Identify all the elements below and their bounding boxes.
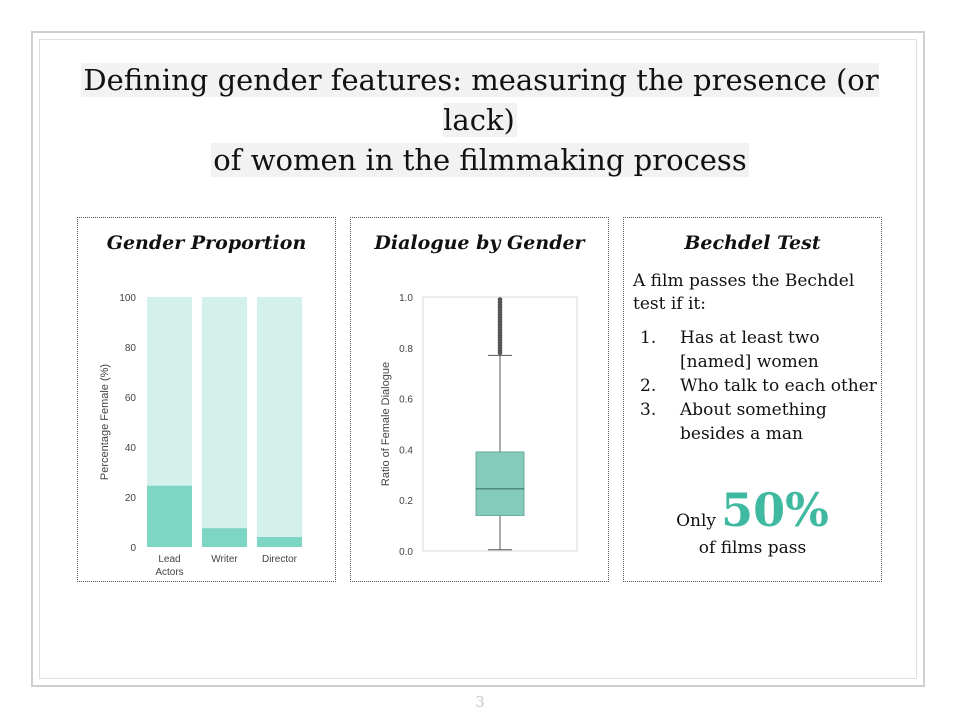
only-label: Only (676, 511, 717, 531)
list-item-number: 1. (640, 328, 657, 348)
bechdel-stat: Only 50% (624, 483, 881, 537)
slide-title-line-1: Defining gender features: measuring the … (81, 63, 879, 137)
list-item: 2. Who talk to each other (640, 374, 878, 398)
list-item-number: 2. (640, 376, 657, 396)
dialogue-by-gender-panel: Dialogue by Gender 0.0 0.2 0.4 0.6 0.8 1.0 Rat… (350, 217, 609, 582)
bechdel-test-title: Bechdel Test (684, 232, 821, 254)
outlier-point (497, 297, 503, 302)
bechdel-criteria-list: 1. Has at least two [named] women 2. Who… (640, 326, 878, 446)
gender-proportion-title: Gender Proportion (106, 232, 307, 254)
y-tick-label: 60 (125, 393, 137, 404)
plot-area (422, 296, 578, 552)
slide-title: Defining gender features: measuring the … (40, 60, 920, 180)
gender-proportion-chart: 0 20 40 60 80 100 Percentage Female (%) Lead Act… (99, 293, 302, 578)
list-item-text: Has at least two [named] women (680, 328, 820, 372)
box (475, 451, 525, 516)
y-tick-label: 1.0 (399, 293, 413, 304)
bechdel-test-panel: Bechdel Test A film passes the Bechdel t… (623, 217, 882, 582)
bar (202, 528, 247, 547)
x-tick-label: Lead (158, 554, 180, 565)
gender-proportion-panel: Gender Proportion 0 20 40 60 80 100 Percentage… (77, 217, 336, 582)
page-number: 3 (475, 693, 485, 711)
y-tick-label: 40 (125, 443, 137, 454)
bechdel-intro-text: A film passes the Bechdel test if it: (633, 271, 855, 314)
slide-inner-border (39, 39, 917, 679)
y-axis-label: Ratio of Female Dialogue (380, 362, 392, 486)
y-tick-label: 80 (125, 343, 137, 354)
bar (257, 537, 302, 547)
slide-title-line-2: of women in the filmmaking process (211, 143, 749, 177)
list-item: 1. Has at least two [named] women (640, 326, 878, 374)
pass-percentage: 50% (721, 483, 829, 537)
dialogue-box-plot: 0.0 0.2 0.4 0.6 0.8 1.0 Ratio of Female Dialog… (380, 293, 578, 558)
pass-label: of films pass (698, 538, 807, 558)
y-tick-label: 20 (125, 493, 137, 504)
x-tick-label: Writer (211, 554, 238, 565)
dialogue-by-gender-title: Dialogue by Gender (374, 232, 585, 254)
bar-background (257, 297, 302, 547)
y-tick-label: 0.2 (399, 496, 413, 507)
list-item-text: Who talk to each other (680, 376, 877, 396)
bar (147, 485, 192, 547)
y-tick-label: 100 (119, 293, 136, 304)
x-tick-label: Director (262, 554, 298, 565)
bar-background (202, 297, 247, 547)
y-tick-label: 0.6 (399, 395, 413, 406)
y-tick-label: 0 (130, 543, 136, 554)
list-item-text: About something besides a man (680, 400, 827, 444)
x-tick-label: Actors (155, 567, 183, 578)
y-tick-label: 0.8 (399, 344, 413, 355)
y-tick-label: 0.0 (399, 547, 413, 558)
y-tick-label: 0.4 (399, 445, 413, 456)
list-item: 3. About something besides a man (640, 398, 878, 446)
list-item-number: 3. (640, 400, 657, 420)
y-axis-label: Percentage Female (%) (99, 364, 111, 480)
slide-frame (31, 31, 925, 687)
